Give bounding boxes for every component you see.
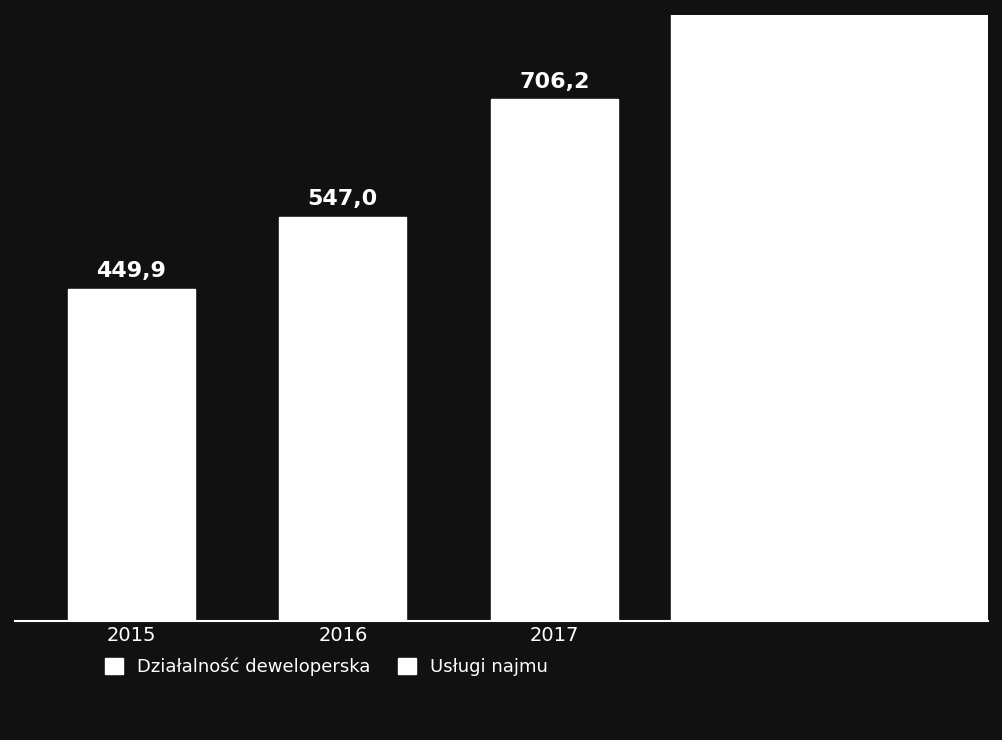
- Text: 706,2: 706,2: [519, 72, 589, 92]
- Text: 547,0: 547,0: [308, 189, 378, 209]
- Legend: Działalność deweloperska, Usługi najmu: Działalność deweloperska, Usługi najmu: [95, 648, 556, 685]
- Bar: [280, 217, 406, 622]
- Text: 449,9: 449,9: [96, 261, 166, 281]
- Bar: [490, 99, 617, 622]
- Bar: [68, 289, 194, 622]
- Bar: [670, 0, 987, 622]
